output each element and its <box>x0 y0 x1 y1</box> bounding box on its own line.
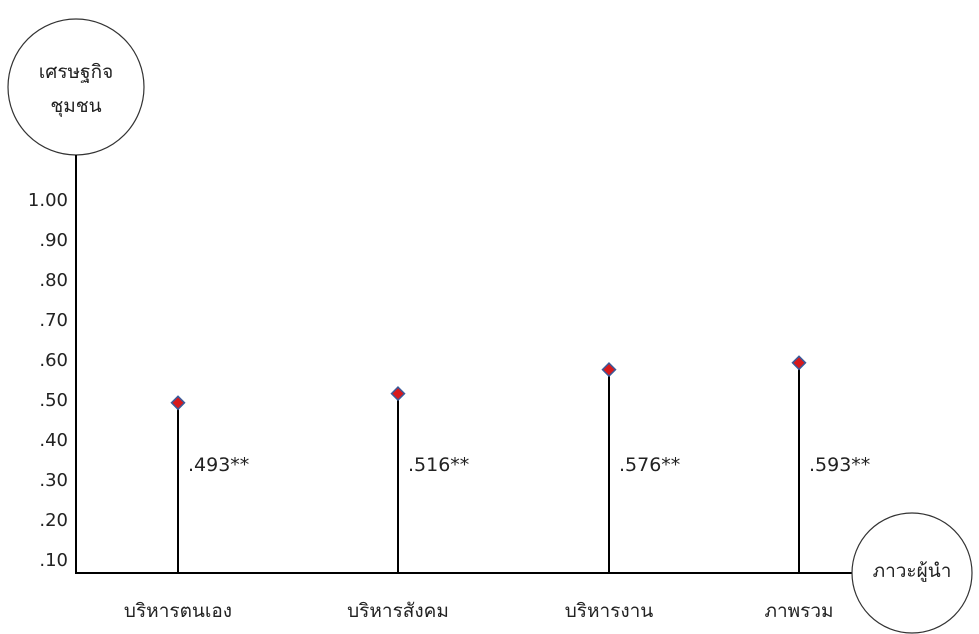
value-marker <box>791 355 807 371</box>
y-axis-label-line-2: ชุมชน <box>50 95 101 118</box>
y-tick-label: 1.00 <box>28 190 68 211</box>
category-labels: บริหารตนเอง บริหารสังคม บริหารงาน ภาพรวม <box>124 600 834 622</box>
x-axis-label: ภาวะผู้นำ <box>873 560 952 582</box>
y-axis-label-circle <box>7 18 145 156</box>
x-axis-label-circle <box>851 512 973 634</box>
data-label: .516** <box>408 454 469 476</box>
data-label: .593** <box>809 454 870 476</box>
y-tick-label: .90 <box>39 230 68 251</box>
y-tick-label: .60 <box>39 350 68 371</box>
y-tick-labels: .10 .20 .30 .40 .50 .60 .70 .80 .90 1.00 <box>28 190 68 571</box>
y-tick-label: .30 <box>39 470 68 491</box>
y-tick-label: .70 <box>39 310 68 331</box>
value-marker <box>170 395 186 411</box>
y-axis-label-line-1: เศรษฐกิจ <box>39 61 113 83</box>
y-tick-label: .50 <box>39 390 68 411</box>
data-marks: .493** .516** .576** .593** <box>170 355 870 573</box>
y-tick-label: .40 <box>39 430 68 451</box>
value-marker <box>601 362 617 378</box>
category-label: บริหารตนเอง <box>124 600 232 622</box>
y-tick-label: .20 <box>39 510 68 531</box>
data-label: .493** <box>188 454 249 476</box>
y-tick-label: .80 <box>39 270 68 291</box>
data-label: .576** <box>619 454 680 476</box>
category-label: บริหารงาน <box>565 600 654 622</box>
value-marker <box>390 386 406 402</box>
category-label: บริหารสังคม <box>347 600 449 622</box>
y-tick-label: .10 <box>39 550 68 571</box>
category-label: ภาพรวม <box>764 600 833 622</box>
